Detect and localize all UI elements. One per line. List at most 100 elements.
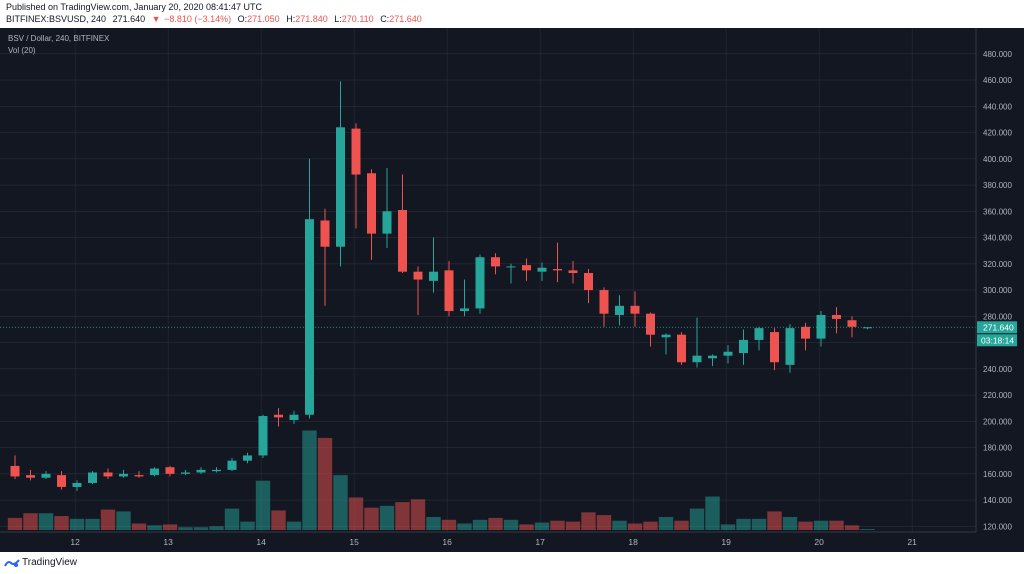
volume-bar [426,516,441,530]
y-tick-label: 380.000 [983,181,1012,190]
candle-body [770,332,779,363]
candle-body [723,351,733,356]
chart-header: Published on TradingView.com, January 20… [0,0,1024,28]
volume-bar [38,513,54,530]
candle-body [26,475,35,478]
candle-body [661,334,671,338]
candle-body [429,271,438,281]
y-tick-label: 120.000 [983,522,1012,531]
candle-body [491,257,500,267]
candle-body [134,475,144,477]
change-arrow-icon: ▼ [151,14,161,24]
tradingview-brand[interactable]: TradingView [22,557,78,568]
low-value: 270.110 [341,14,374,24]
volume-bar [736,518,751,530]
y-tick-label: 240.000 [983,365,1012,374]
volume-bar [255,480,271,530]
volume-bar [844,525,860,530]
candle-body [367,173,376,234]
candle-body [692,355,702,363]
x-tick-label: 16 [442,537,452,547]
volume-bar [488,517,503,530]
volume-bar [519,524,534,530]
candle-body [212,469,221,472]
volume-bar [457,523,472,530]
y-tick-label: 360.000 [983,207,1012,216]
volume-bar [302,430,317,530]
x-tick-label: 19 [721,537,731,547]
volume-bar [503,519,519,530]
candlestick-chart[interactable]: 120.000 140.000 160.000 180.000 200.000 220.0… [0,28,1024,552]
volume-bar [348,497,364,530]
volume-bar [240,521,255,530]
high-label: H: [286,14,296,24]
volume-bar [767,511,782,530]
volume-bar [534,522,550,530]
change-value: −8.810 (−3.14%) [164,14,232,24]
open-label: O: [237,14,248,24]
volume-bar [674,520,689,530]
y-tick-label: 200.000 [983,417,1012,426]
high-value: 271.840 [295,14,328,24]
candle-body [444,270,454,312]
y-tick-label: 480.000 [983,50,1012,59]
volume-bar [395,502,410,530]
x-tick-label: 12 [70,537,80,547]
candle-body [568,270,578,273]
candle-body [320,220,330,247]
volume-bar [333,475,348,530]
candle-body [553,269,562,271]
volume-bar [162,524,178,530]
low-label: L: [334,14,342,24]
candle-body [243,455,252,461]
published-info: Published on TradingView.com, January 20… [6,2,262,12]
candle-body [739,339,748,354]
footer: TradingView [0,552,1024,574]
last-price-badge: 271.640 [977,321,1017,334]
volume-bar [782,516,798,530]
volume-bar [813,520,829,530]
volume-bar [596,515,612,530]
y-tick-label: 340.000 [983,234,1012,243]
candle-body [584,272,593,291]
ohlc-line: BITFINEX:BSVUSD, 240 271.640 ▼ −8.810 (−… [6,14,426,24]
volume-legend: Vol (20) [8,46,36,55]
volume-bar [54,516,69,530]
volume-bar [69,518,85,530]
volume-bar [751,518,767,530]
candle-body [88,472,97,483]
candle-body [165,467,175,474]
volume-bar [612,520,627,530]
time-axis: 12 13 14 15 16 17 18 19 20 21 [70,537,917,547]
y-tick-label: 420.000 [983,129,1012,138]
x-tick-label: 18 [628,537,638,547]
grid [0,28,976,532]
candle-body [382,211,392,234]
volume-bar [85,518,100,530]
candle-body [630,305,640,314]
candle-body [10,465,20,477]
volume-bar [100,509,116,530]
volume-bar [720,524,736,530]
candle-body [599,290,609,314]
tradingview-logo-icon[interactable] [4,557,20,569]
candle-body [57,475,66,487]
candle-body [537,267,547,272]
candle-body [708,355,717,359]
candle-body [646,313,655,335]
volume-bar [23,513,38,530]
candle-body [475,257,485,309]
volume-bar [860,529,875,530]
chart-area[interactable]: 120.000 140.000 160.000 180.000 200.000 220.0… [0,28,1024,552]
y-tick-label: 460.000 [983,76,1012,85]
candle-body [150,468,159,476]
candle-body [677,334,686,363]
candle-body [72,482,82,487]
candle-body [289,414,299,420]
y-tick-label: 400.000 [983,155,1012,164]
x-tick-label: 20 [814,537,824,547]
candle-body [801,326,810,339]
volume-bar [581,512,596,530]
y-tick-label: 280.000 [983,312,1012,321]
volume-bar [410,499,426,530]
